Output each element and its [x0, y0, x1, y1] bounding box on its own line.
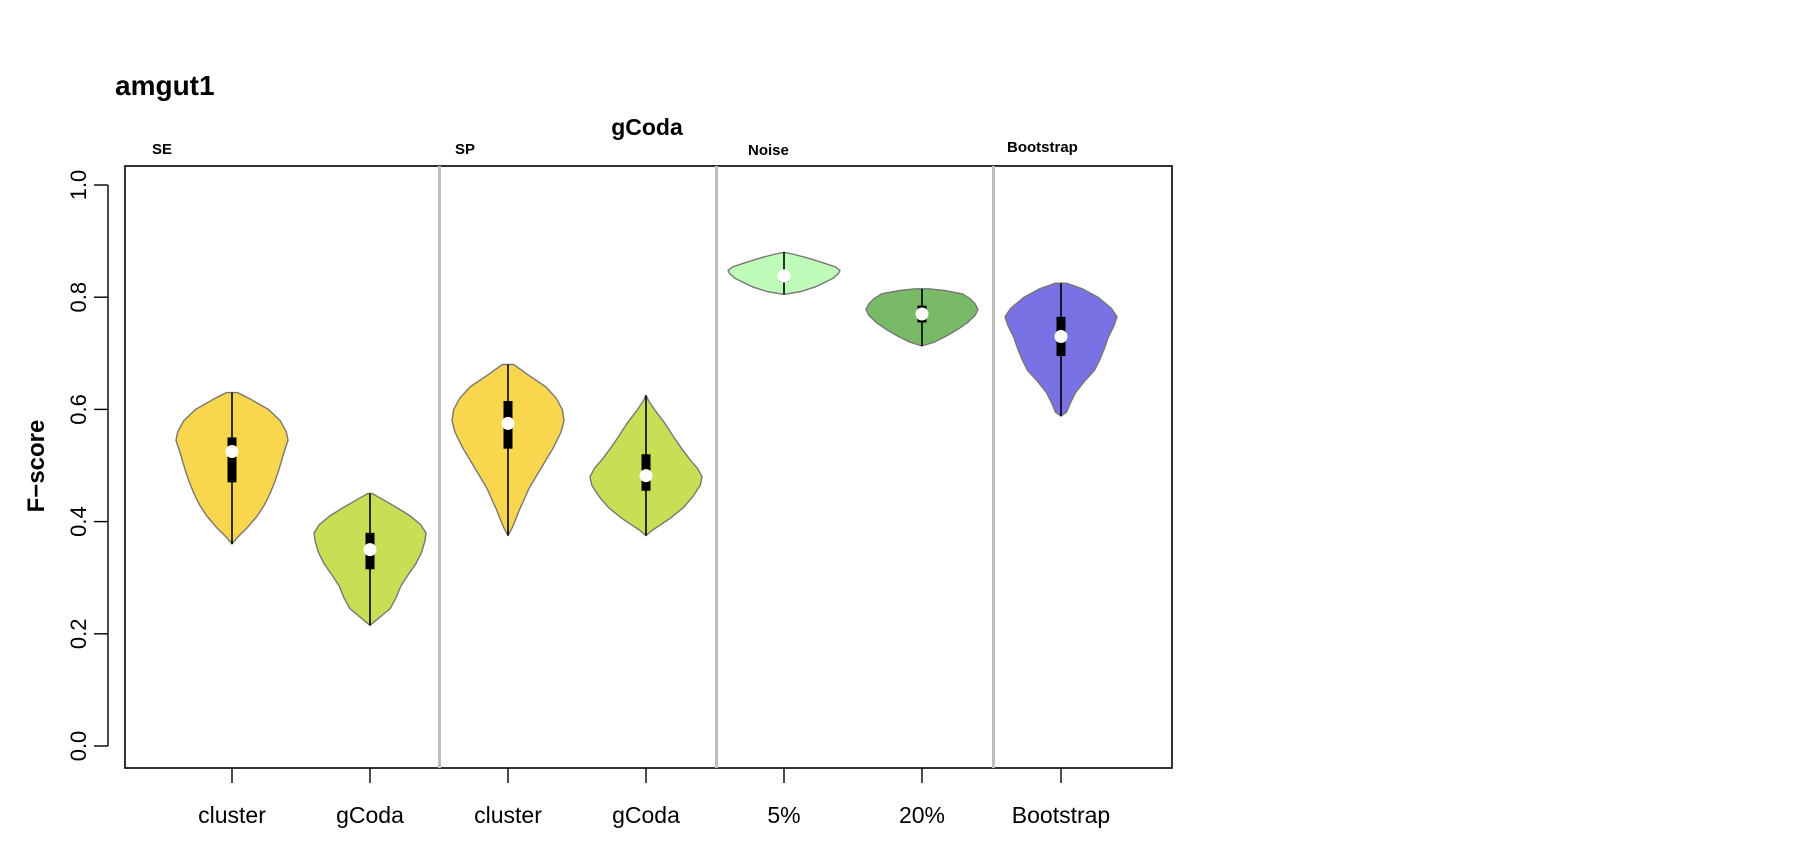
violin-median-point — [1054, 329, 1068, 343]
y-tick-label: 0.4 — [66, 506, 91, 537]
y-tick-label: 0.0 — [66, 731, 91, 762]
x-tick-label: cluster — [474, 802, 542, 828]
violin-median-point — [363, 543, 377, 557]
violin-iqr-box — [227, 437, 237, 483]
section-label: Noise — [748, 142, 789, 159]
section-label: SE — [152, 141, 172, 158]
y-axis-label: F−score — [23, 420, 50, 513]
x-tick-label: Bootstrap — [1012, 802, 1110, 828]
section-label: Bootstrap — [1007, 139, 1078, 156]
plot-frame — [124, 165, 1173, 769]
chart-title: amgut1 — [115, 70, 215, 101]
violin-median-point — [777, 269, 791, 283]
violin-median-point — [639, 469, 653, 483]
x-tick-label: 20% — [899, 802, 945, 828]
chart-subtitle: gCoda — [611, 114, 683, 140]
x-tick-label: gCoda — [612, 802, 680, 828]
violin-median-point — [915, 307, 929, 321]
y-tick-label: 1.0 — [66, 170, 91, 201]
y-tick-label: 0.2 — [66, 619, 91, 650]
x-tick-label: gCoda — [336, 802, 404, 828]
violin-median-point — [225, 444, 239, 458]
x-tick-label: 5% — [767, 802, 800, 828]
y-tick-label: 0.8 — [66, 282, 91, 313]
violin-median-point — [501, 416, 515, 430]
x-tick-label: cluster — [198, 802, 266, 828]
y-tick-label: 0.6 — [66, 394, 91, 425]
section-label: SP — [455, 141, 475, 158]
